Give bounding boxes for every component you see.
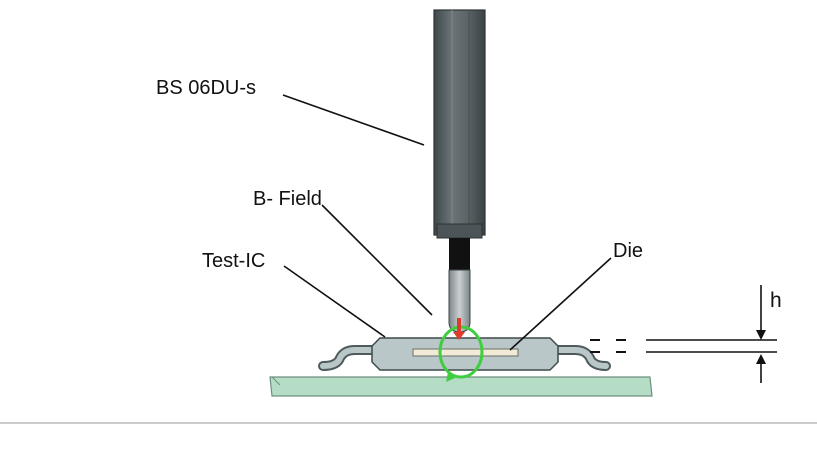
probe-body [433,9,486,236]
die-label: Die [613,240,643,262]
probe [433,9,486,333]
ic-leads [318,345,611,371]
b-field-label: B- Field [253,188,322,210]
height-indicator [590,285,777,383]
probe-collar [436,223,483,239]
leader-lines [282,94,612,351]
probe-sleeve [449,238,470,270]
b-field-indicator [438,318,484,382]
die [412,348,519,357]
height-label: h [770,289,782,312]
test-ic-label: Test-IC [202,250,265,272]
probe-label: BS 06DU-s [156,77,256,99]
pcb-board [269,376,653,397]
test-ic-package [371,337,559,371]
